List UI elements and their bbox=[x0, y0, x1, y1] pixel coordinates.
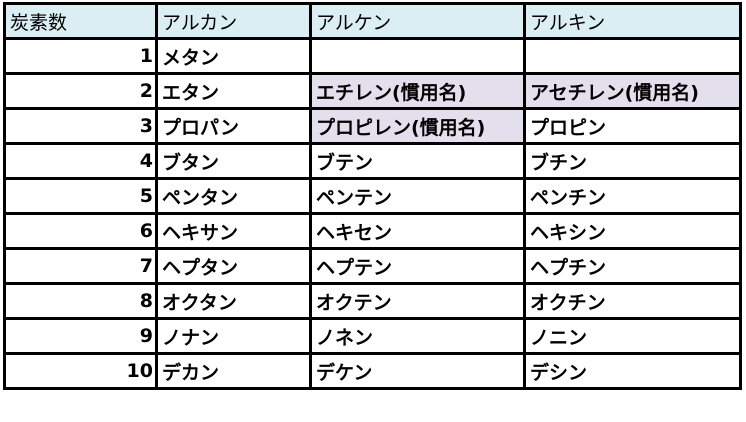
alkene-cell: デケン bbox=[309, 352, 526, 390]
carbon-count-cell: 9 bbox=[3, 317, 158, 355]
table-row: 5 ペンタン ペンテン ペンチン bbox=[3, 177, 742, 215]
alkane-cell: メタン bbox=[155, 37, 312, 75]
carbon-count-cell: 8 bbox=[3, 282, 158, 320]
alkyne-cell: プロピン bbox=[523, 107, 742, 145]
table-row: 9 ノナン ノネン ノニン bbox=[3, 317, 742, 355]
alkyne-cell bbox=[523, 37, 742, 75]
carbon-count-cell: 5 bbox=[3, 177, 158, 215]
alkane-cell: ブタン bbox=[155, 142, 312, 180]
alkene-cell: ブテン bbox=[309, 142, 526, 180]
carbon-count-cell: 2 bbox=[3, 72, 158, 110]
alkane-cell: デカン bbox=[155, 352, 312, 390]
alkane-alkene-alkyne-table: 炭素数 アルカン アルケン アルキン 1 メタン 2 エタン エチレン(慣用名) アセチレ… bbox=[3, 2, 742, 390]
table-row: 4 ブタン ブテン ブチン bbox=[3, 142, 742, 180]
alkyne-cell: ヘプチン bbox=[523, 247, 742, 285]
alkene-cell: ノネン bbox=[309, 317, 526, 355]
alkene-cell bbox=[309, 37, 526, 75]
header-alkane: アルカン bbox=[155, 2, 312, 40]
table-row: 10 デカン デケン デシン bbox=[3, 352, 742, 390]
alkyne-cell: ヘキシン bbox=[523, 212, 742, 250]
table-row: 6 ヘキサン ヘキセン ヘキシン bbox=[3, 212, 742, 250]
header-row: 炭素数 アルカン アルケン アルキン bbox=[3, 2, 742, 40]
header-alkene: アルケン bbox=[309, 2, 526, 40]
alkane-cell: ヘキサン bbox=[155, 212, 312, 250]
carbon-count-cell: 1 bbox=[3, 37, 158, 75]
alkene-cell: ヘプテン bbox=[309, 247, 526, 285]
alkane-cell: プロパン bbox=[155, 107, 312, 145]
table-row: 3 プロパン プロピレン(慣用名) プロピン bbox=[3, 107, 742, 145]
alkene-cell: エチレン(慣用名) bbox=[309, 72, 526, 110]
alkyne-cell: ブチン bbox=[523, 142, 742, 180]
alkyne-cell: デシン bbox=[523, 352, 742, 390]
carbon-count-cell: 6 bbox=[3, 212, 158, 250]
alkane-cell: エタン bbox=[155, 72, 312, 110]
header-alkyne: アルキン bbox=[523, 2, 742, 40]
carbon-count-cell: 4 bbox=[3, 142, 158, 180]
alkane-cell: ノナン bbox=[155, 317, 312, 355]
alkene-cell: プロピレン(慣用名) bbox=[309, 107, 526, 145]
alkyne-cell: ノニン bbox=[523, 317, 742, 355]
table-row: 7 ヘプタン ヘプテン ヘプチン bbox=[3, 247, 742, 285]
alkane-cell: ペンタン bbox=[155, 177, 312, 215]
alkane-cell: ヘプタン bbox=[155, 247, 312, 285]
alkene-cell: ペンテン bbox=[309, 177, 526, 215]
alkane-cell: オクタン bbox=[155, 282, 312, 320]
alkene-cell: オクテン bbox=[309, 282, 526, 320]
header-carbon-count: 炭素数 bbox=[3, 2, 158, 40]
alkene-cell: ヘキセン bbox=[309, 212, 526, 250]
alkyne-cell: アセチレン(慣用名) bbox=[523, 72, 742, 110]
carbon-count-cell: 3 bbox=[3, 107, 158, 145]
table-row: 2 エタン エチレン(慣用名) アセチレン(慣用名) bbox=[3, 72, 742, 110]
carbon-count-cell: 10 bbox=[3, 352, 158, 390]
table-row: 8 オクタン オクテン オクチン bbox=[3, 282, 742, 320]
carbon-count-cell: 7 bbox=[3, 247, 158, 285]
alkyne-cell: ペンチン bbox=[523, 177, 742, 215]
alkyne-cell: オクチン bbox=[523, 282, 742, 320]
table-row: 1 メタン bbox=[3, 37, 742, 75]
